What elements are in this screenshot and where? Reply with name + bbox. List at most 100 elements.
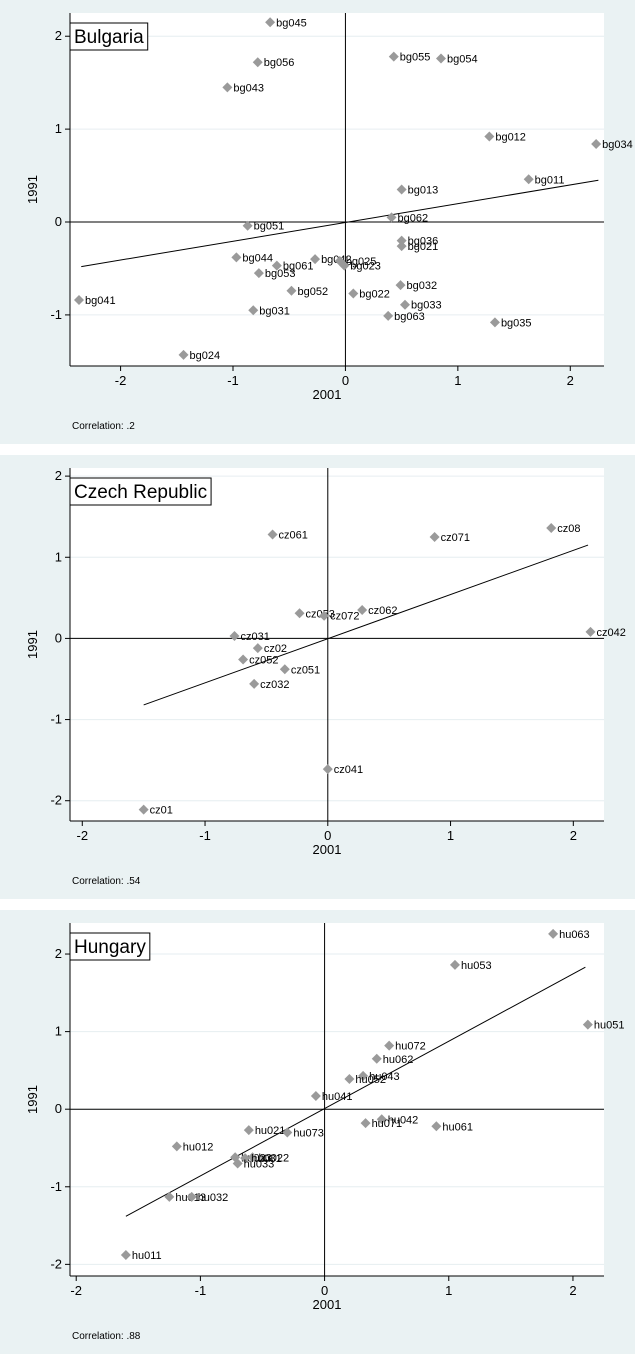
- y-tick-label: -1: [50, 307, 62, 322]
- point-marker: [489, 317, 500, 328]
- point-cz071: cz071: [429, 531, 470, 544]
- point-label: bg054: [447, 54, 478, 66]
- point-hu022: hu022: [247, 1152, 289, 1164]
- point-marker: [400, 299, 411, 310]
- point-bg036: bg036: [396, 235, 438, 248]
- x-tick-label: 1: [454, 373, 461, 388]
- point-marker: [267, 529, 278, 540]
- x-axis-title: 2001: [313, 842, 342, 857]
- x-tick-label: -2: [70, 1283, 82, 1298]
- scatter-chart-czech-republic: -2 -1 0 1 2 -2 -1 0 1 2 2001 1991 cz061 cz071 cz08 cz04…: [25, 468, 626, 887]
- point-bg043: bg043: [222, 82, 264, 94]
- point-label: hu071: [372, 1118, 403, 1130]
- point-marker: [396, 184, 407, 195]
- point-marker: [243, 1125, 254, 1136]
- point-label: bg024: [190, 350, 221, 362]
- point-marker: [360, 1118, 371, 1129]
- point-label: bg056: [264, 57, 295, 69]
- y-tick-label: 2: [55, 946, 62, 961]
- point-marker: [484, 131, 495, 142]
- point-hu011: hu011: [120, 1250, 162, 1262]
- point-label: hu011: [132, 1250, 162, 1262]
- point-bg061: bg061: [271, 260, 313, 273]
- chart-panel-bulgaria: -1 0 1 2 -2 -1 0 1 2 2001 1991 bg045 bg056 bg043 bg055…: [0, 0, 635, 444]
- point-label: hu063: [559, 929, 590, 941]
- point-marker: [395, 280, 406, 291]
- point-marker: [591, 138, 602, 149]
- point-marker: [265, 17, 276, 28]
- point-bg062: bg062: [386, 212, 429, 224]
- point-marker: [253, 268, 264, 279]
- point-label: bg062: [398, 212, 429, 224]
- point-label: bg021: [408, 241, 439, 253]
- point-cz08: cz08: [546, 523, 580, 535]
- x-tick-label: 0: [324, 828, 331, 843]
- point-label: hu073: [293, 1127, 324, 1139]
- point-label: cz061: [279, 530, 308, 542]
- point-marker: [386, 212, 397, 223]
- point-label: bg041: [85, 295, 116, 307]
- point-cz01: cz01: [138, 804, 173, 817]
- x-axis-title: 2001: [313, 1297, 342, 1312]
- point-hu031: hu031: [240, 1153, 282, 1165]
- point-marker: [252, 57, 263, 68]
- point-marker: [310, 254, 321, 265]
- x-tick-label: -1: [195, 1283, 207, 1298]
- x-tick-label: 0: [342, 373, 349, 388]
- point-label: bg013: [408, 185, 439, 197]
- point-marker: [523, 174, 534, 185]
- chart-title: Hungary: [69, 932, 151, 961]
- point-cz052: cz052: [238, 654, 278, 667]
- x-tick-label: -2: [76, 828, 88, 843]
- point-marker: [435, 53, 446, 64]
- point-label: bg045: [276, 17, 307, 29]
- point-marker: [357, 605, 368, 616]
- chart-panel-czech-republic: -2 -1 0 1 2 -2 -1 0 1 2 2001 1991 cz061 cz071 cz08 cz04…: [0, 455, 635, 899]
- correlation-note: Correlation: .88: [72, 1331, 141, 1342]
- point-marker: [585, 626, 596, 637]
- point-hu072: hu072: [384, 1040, 426, 1053]
- title-text: Hungary: [74, 937, 146, 958]
- plot-area: [70, 13, 604, 366]
- point-bg021: bg021: [396, 241, 439, 253]
- point-marker: [344, 1073, 355, 1084]
- point-bg031: bg031: [248, 305, 290, 317]
- point-cz031: cz031: [229, 630, 270, 643]
- point-hu021: hu021: [243, 1125, 285, 1137]
- point-label: cz072: [330, 611, 359, 623]
- point-label: bg063: [394, 311, 425, 323]
- point-label: cz053: [306, 608, 335, 620]
- point-label: cz02: [264, 643, 287, 655]
- point-marker: [294, 608, 305, 619]
- point-marker: [396, 235, 407, 246]
- point-label: cz051: [291, 664, 320, 676]
- title-box: [69, 932, 151, 961]
- point-label: hu052: [355, 1074, 386, 1086]
- scatter-chart-bulgaria: -1 0 1 2 -2 -1 0 1 2 2001 1991 bg045 bg056 bg043 bg055…: [25, 13, 633, 432]
- point-bg025: bg025: [334, 256, 376, 268]
- point-label: cz042: [596, 627, 625, 639]
- point-label: cz031: [240, 631, 269, 643]
- point-cz051: cz051: [279, 664, 320, 676]
- point-label: bg043: [233, 82, 264, 94]
- point-label: bg023: [350, 261, 381, 273]
- point-cz02: cz02: [252, 643, 287, 655]
- y-tick-label: 1: [55, 121, 62, 136]
- point-hu062: hu062: [371, 1053, 413, 1066]
- y-axis-title: 1991: [25, 630, 40, 659]
- point-bg022: bg022: [348, 288, 390, 301]
- point-marker: [348, 288, 359, 299]
- point-marker: [232, 1158, 243, 1169]
- point-bg032: bg032: [395, 280, 437, 292]
- point-hu052: hu052: [344, 1073, 386, 1086]
- point-label: hu012: [183, 1141, 214, 1153]
- point-label: bg035: [501, 317, 532, 329]
- x-tick-label: 1: [445, 1283, 452, 1298]
- point-label: cz041: [334, 764, 363, 776]
- point-marker: [138, 804, 149, 815]
- point-marker: [249, 678, 260, 689]
- x-tick-label: -1: [227, 373, 239, 388]
- x-tick-label: 1: [447, 828, 454, 843]
- point-marker: [120, 1250, 131, 1261]
- point-bg053: bg053: [253, 268, 295, 280]
